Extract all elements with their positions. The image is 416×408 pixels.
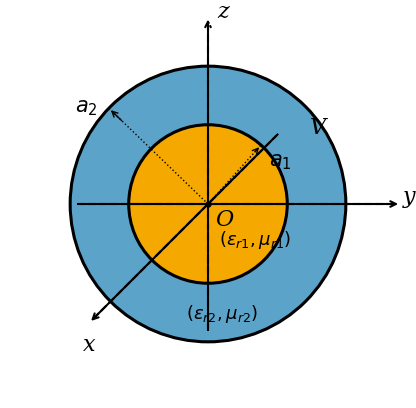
Text: y: y bbox=[403, 186, 416, 208]
Circle shape bbox=[70, 66, 346, 342]
Text: $a_1$: $a_1$ bbox=[269, 152, 292, 172]
Text: $a_2$: $a_2$ bbox=[75, 98, 98, 118]
Text: z: z bbox=[218, 1, 229, 23]
Circle shape bbox=[129, 125, 287, 283]
Text: V: V bbox=[310, 117, 326, 139]
Text: O: O bbox=[215, 209, 234, 231]
Text: $(\varepsilon_{r1},\mu_{r1})$: $(\varepsilon_{r1},\mu_{r1})$ bbox=[219, 229, 291, 251]
Text: x: x bbox=[83, 334, 95, 356]
Text: $(\varepsilon_{r2},\mu_{r2})$: $(\varepsilon_{r2},\mu_{r2})$ bbox=[186, 303, 258, 325]
